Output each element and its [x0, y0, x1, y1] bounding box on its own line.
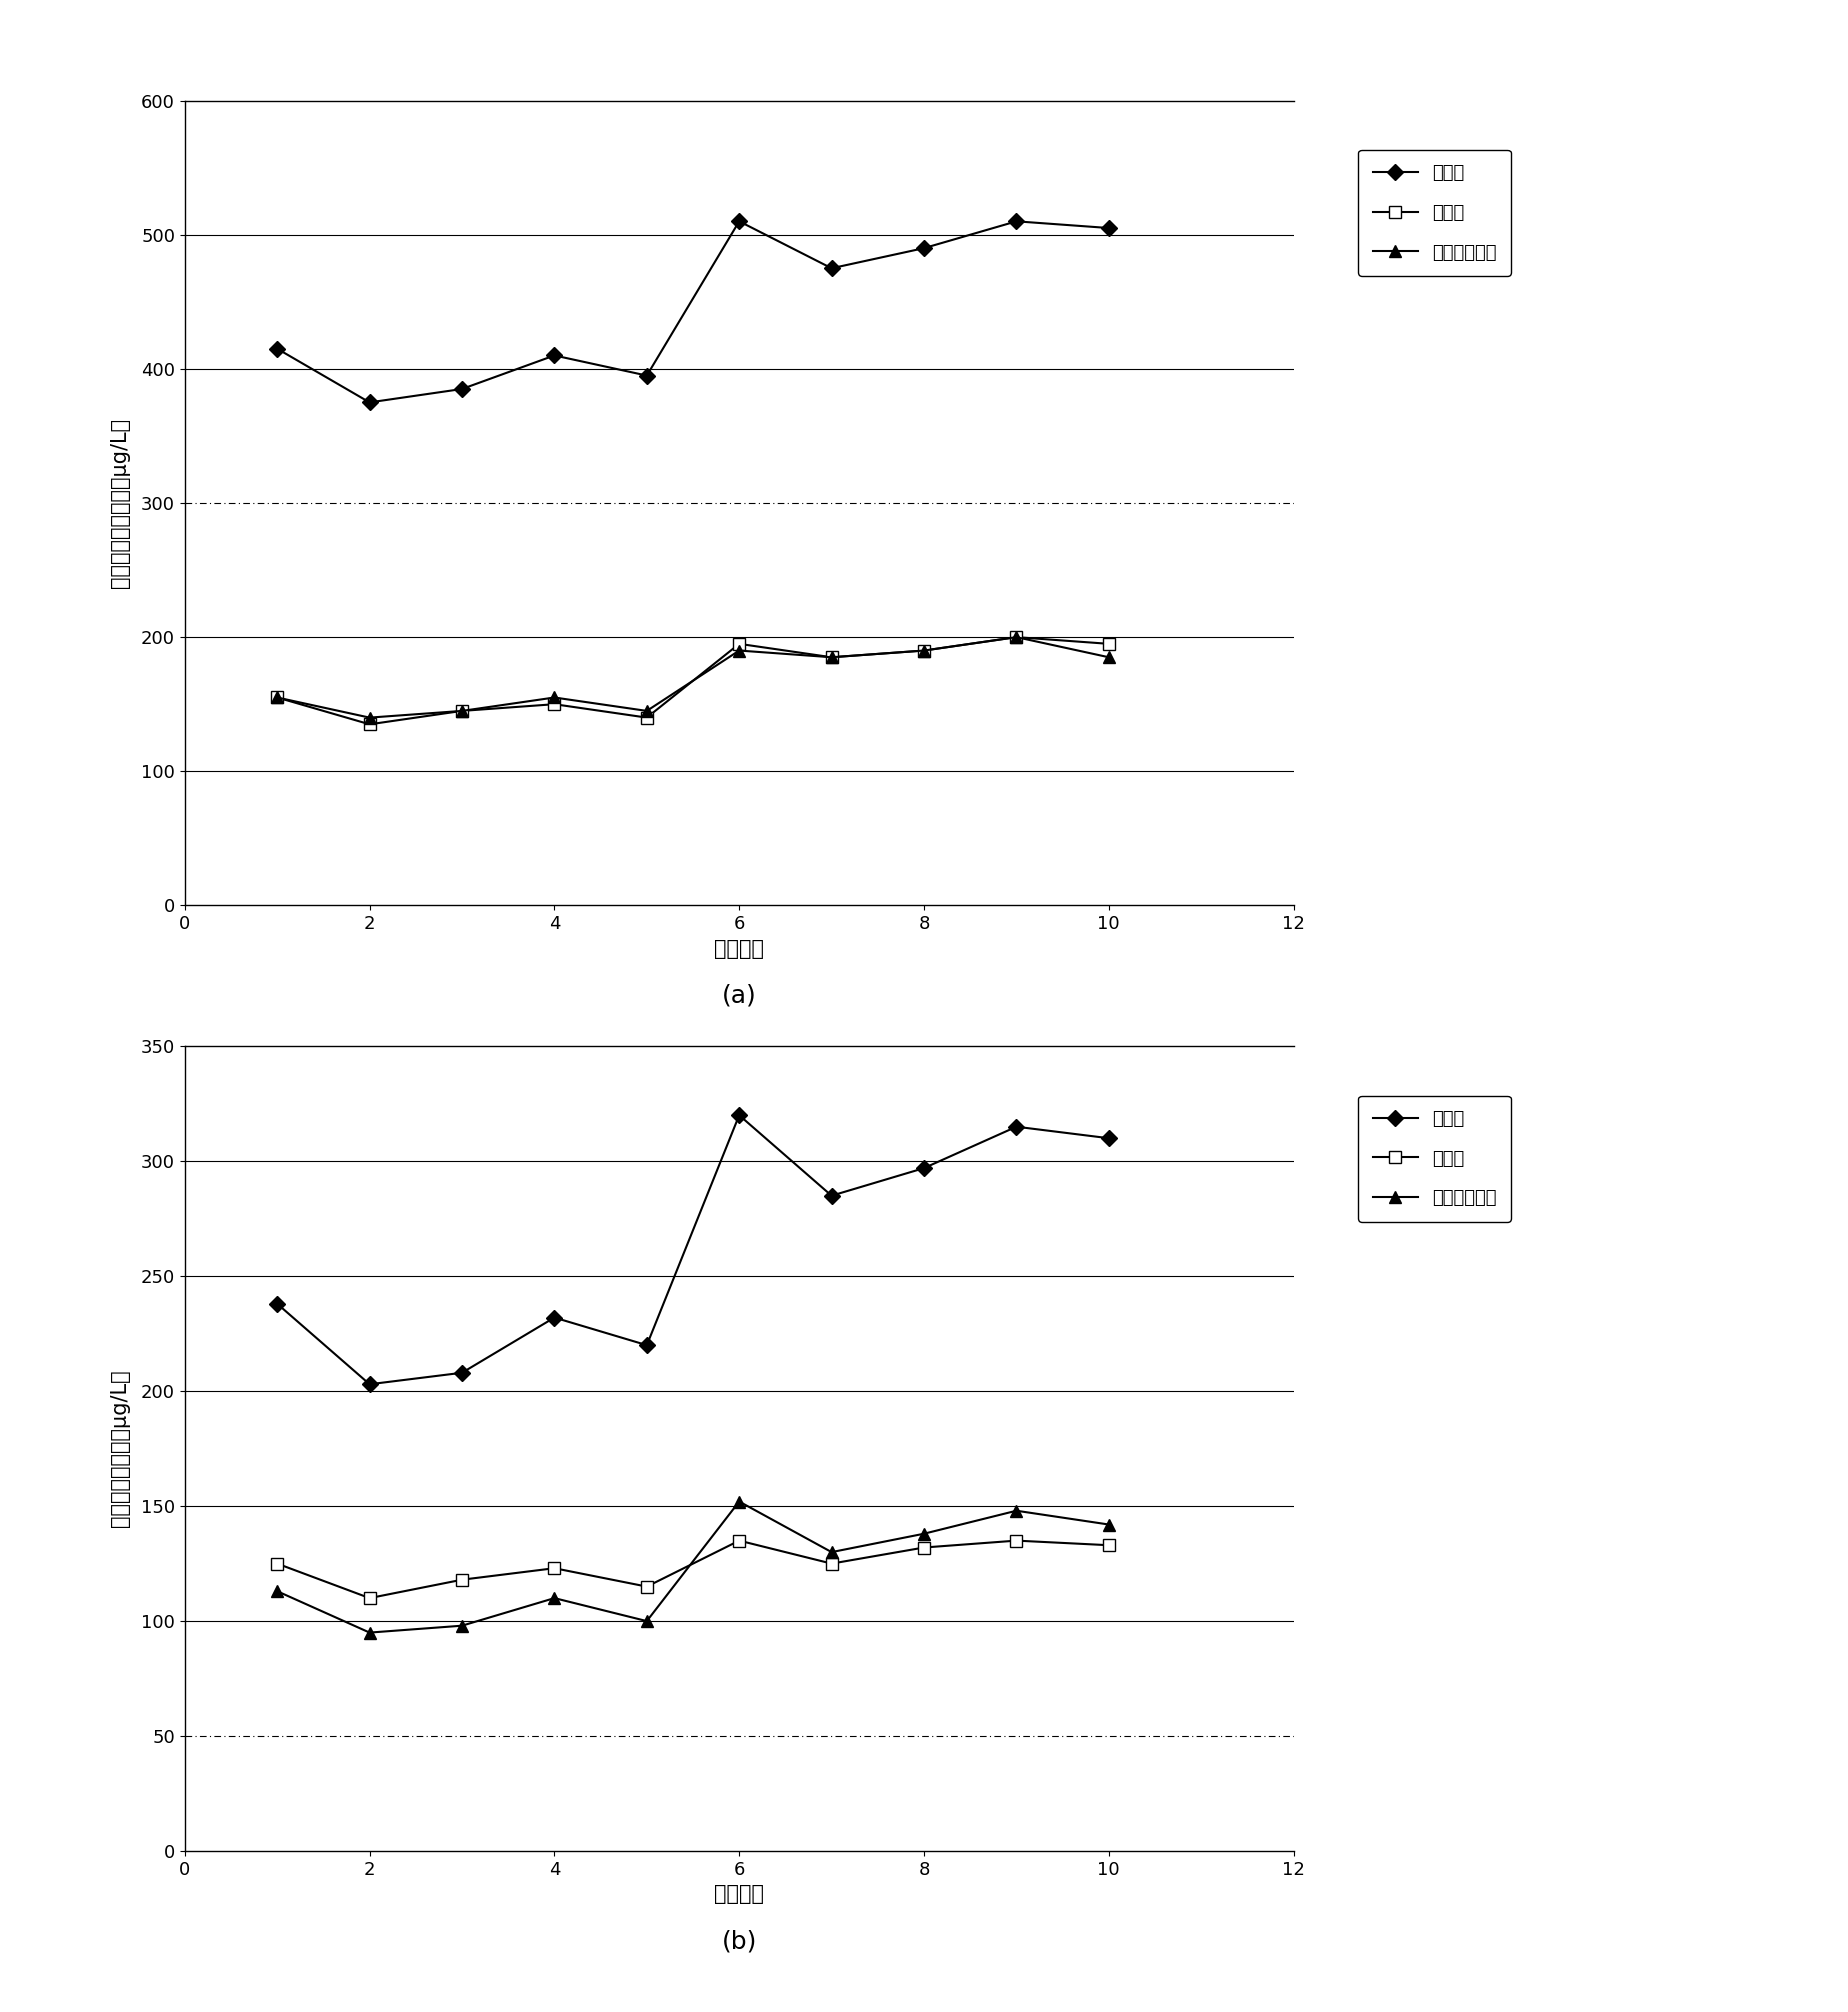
X-axis label: 水样编号: 水样编号 [713, 940, 765, 958]
Text: (b): (b) [721, 1930, 758, 1954]
Legend: 计算値, 测量値, 修正后计算値: 计算値, 测量値, 修正后计算値 [1358, 1095, 1512, 1221]
X-axis label: 水样编号: 水样编号 [713, 1885, 765, 1903]
Legend: 计算値, 实测値, 修正后计算値: 计算値, 实测値, 修正后计算値 [1358, 149, 1512, 276]
Y-axis label: 三卤甲烷生成势値（μg/L）: 三卤甲烷生成势値（μg/L） [111, 418, 129, 588]
Y-axis label: 卤乙酸生成势値（μg/L）: 卤乙酸生成势値（μg/L） [109, 1370, 129, 1527]
Text: (a): (a) [723, 984, 756, 1008]
